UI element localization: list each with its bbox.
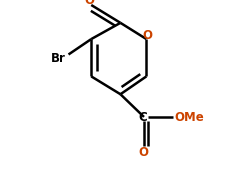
Text: Br: Br [51, 52, 65, 65]
Text: O: O [142, 29, 152, 42]
Text: O: O [85, 0, 95, 7]
Text: OMe: OMe [174, 111, 204, 124]
Text: O: O [138, 146, 148, 159]
Text: C: C [139, 111, 148, 124]
